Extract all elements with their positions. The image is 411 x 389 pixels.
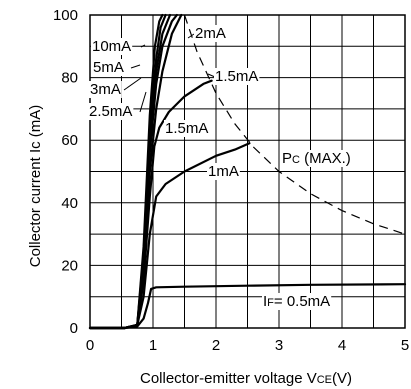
curve-label-main: I [263,293,267,310]
annotation-leader [140,44,146,48]
curve-label-background [207,163,240,180]
y-tick-label: 80 [61,70,78,87]
y-tick-label: 100 [53,7,78,24]
curve-label-background [88,103,134,120]
grid [89,14,406,329]
curve-label: 5mA [93,59,124,76]
x-tick-label: 2 [212,337,220,354]
annotation-leader [187,33,195,39]
y-tick-label: 60 [61,132,78,149]
curve-label: 2mA [195,25,226,42]
curve-label-background [91,38,133,55]
y-tick-label: 0 [70,320,78,337]
curve-label-sub: C [292,154,300,166]
leader-lines [123,33,216,113]
curve-label-sub: F [267,297,274,309]
curve-label: PC (MAX.) [282,150,351,167]
curve-label: IF= 0.5mA [263,293,330,310]
curve-label-background [262,293,332,310]
x-tick-label: 1 [149,337,157,354]
curve-label-main: P [282,150,292,167]
curve-label-background [89,81,122,98]
x-axis-label-sub: CE [317,374,332,386]
curve-label-background [281,150,352,167]
curve-label: 2.5mA [89,103,132,120]
x-axis-label: Collector-emitter voltage VCE(V) [140,370,352,387]
annotation-leader [207,73,216,78]
annotation-leader [130,64,141,69]
curve-label-tail: (MAX.) [300,150,351,167]
x-axis-label-tail: (V) [332,370,352,387]
pc-max-line [183,14,406,235]
curve-label-background [214,68,260,85]
plot-frame [89,14,406,329]
x-tick-label: 3 [275,337,283,354]
curve-label-background [92,59,125,76]
y-tick-label: 20 [61,257,78,274]
curve-label: 1mA [208,163,239,180]
y-axis-label: Collector current Ic (mA) [27,105,44,268]
curve-label: 1.5mA [215,68,258,85]
curve-label: 3mA [90,81,121,98]
curve-label-background [164,120,210,137]
annotation-leader [139,91,147,113]
x-tick-label: 5 [401,337,409,354]
curve-label-tail: = 0.5mA [274,293,330,310]
curve-label: 10mA [92,38,131,55]
annotation-leader [123,77,142,91]
tick-labels: 0 1 2 3 4 5 0 20 40 60 80 100 [53,7,409,354]
x-tick-label: 4 [338,337,346,354]
y-tick-label: 40 [61,195,78,212]
x-tick-label: 0 [86,337,94,354]
x-axis-label-main: Collector-emitter voltage V [140,370,317,387]
curves [88,13,407,330]
curve-label: 1.5mA [165,120,208,137]
curve-label-background [194,25,227,42]
series-line [88,13,164,330]
annotations: 10mA 5mA 3mA 2.5mA 2mA 1.5mA 1.5mA 1mA PC (MAX.)… [88,25,352,310]
